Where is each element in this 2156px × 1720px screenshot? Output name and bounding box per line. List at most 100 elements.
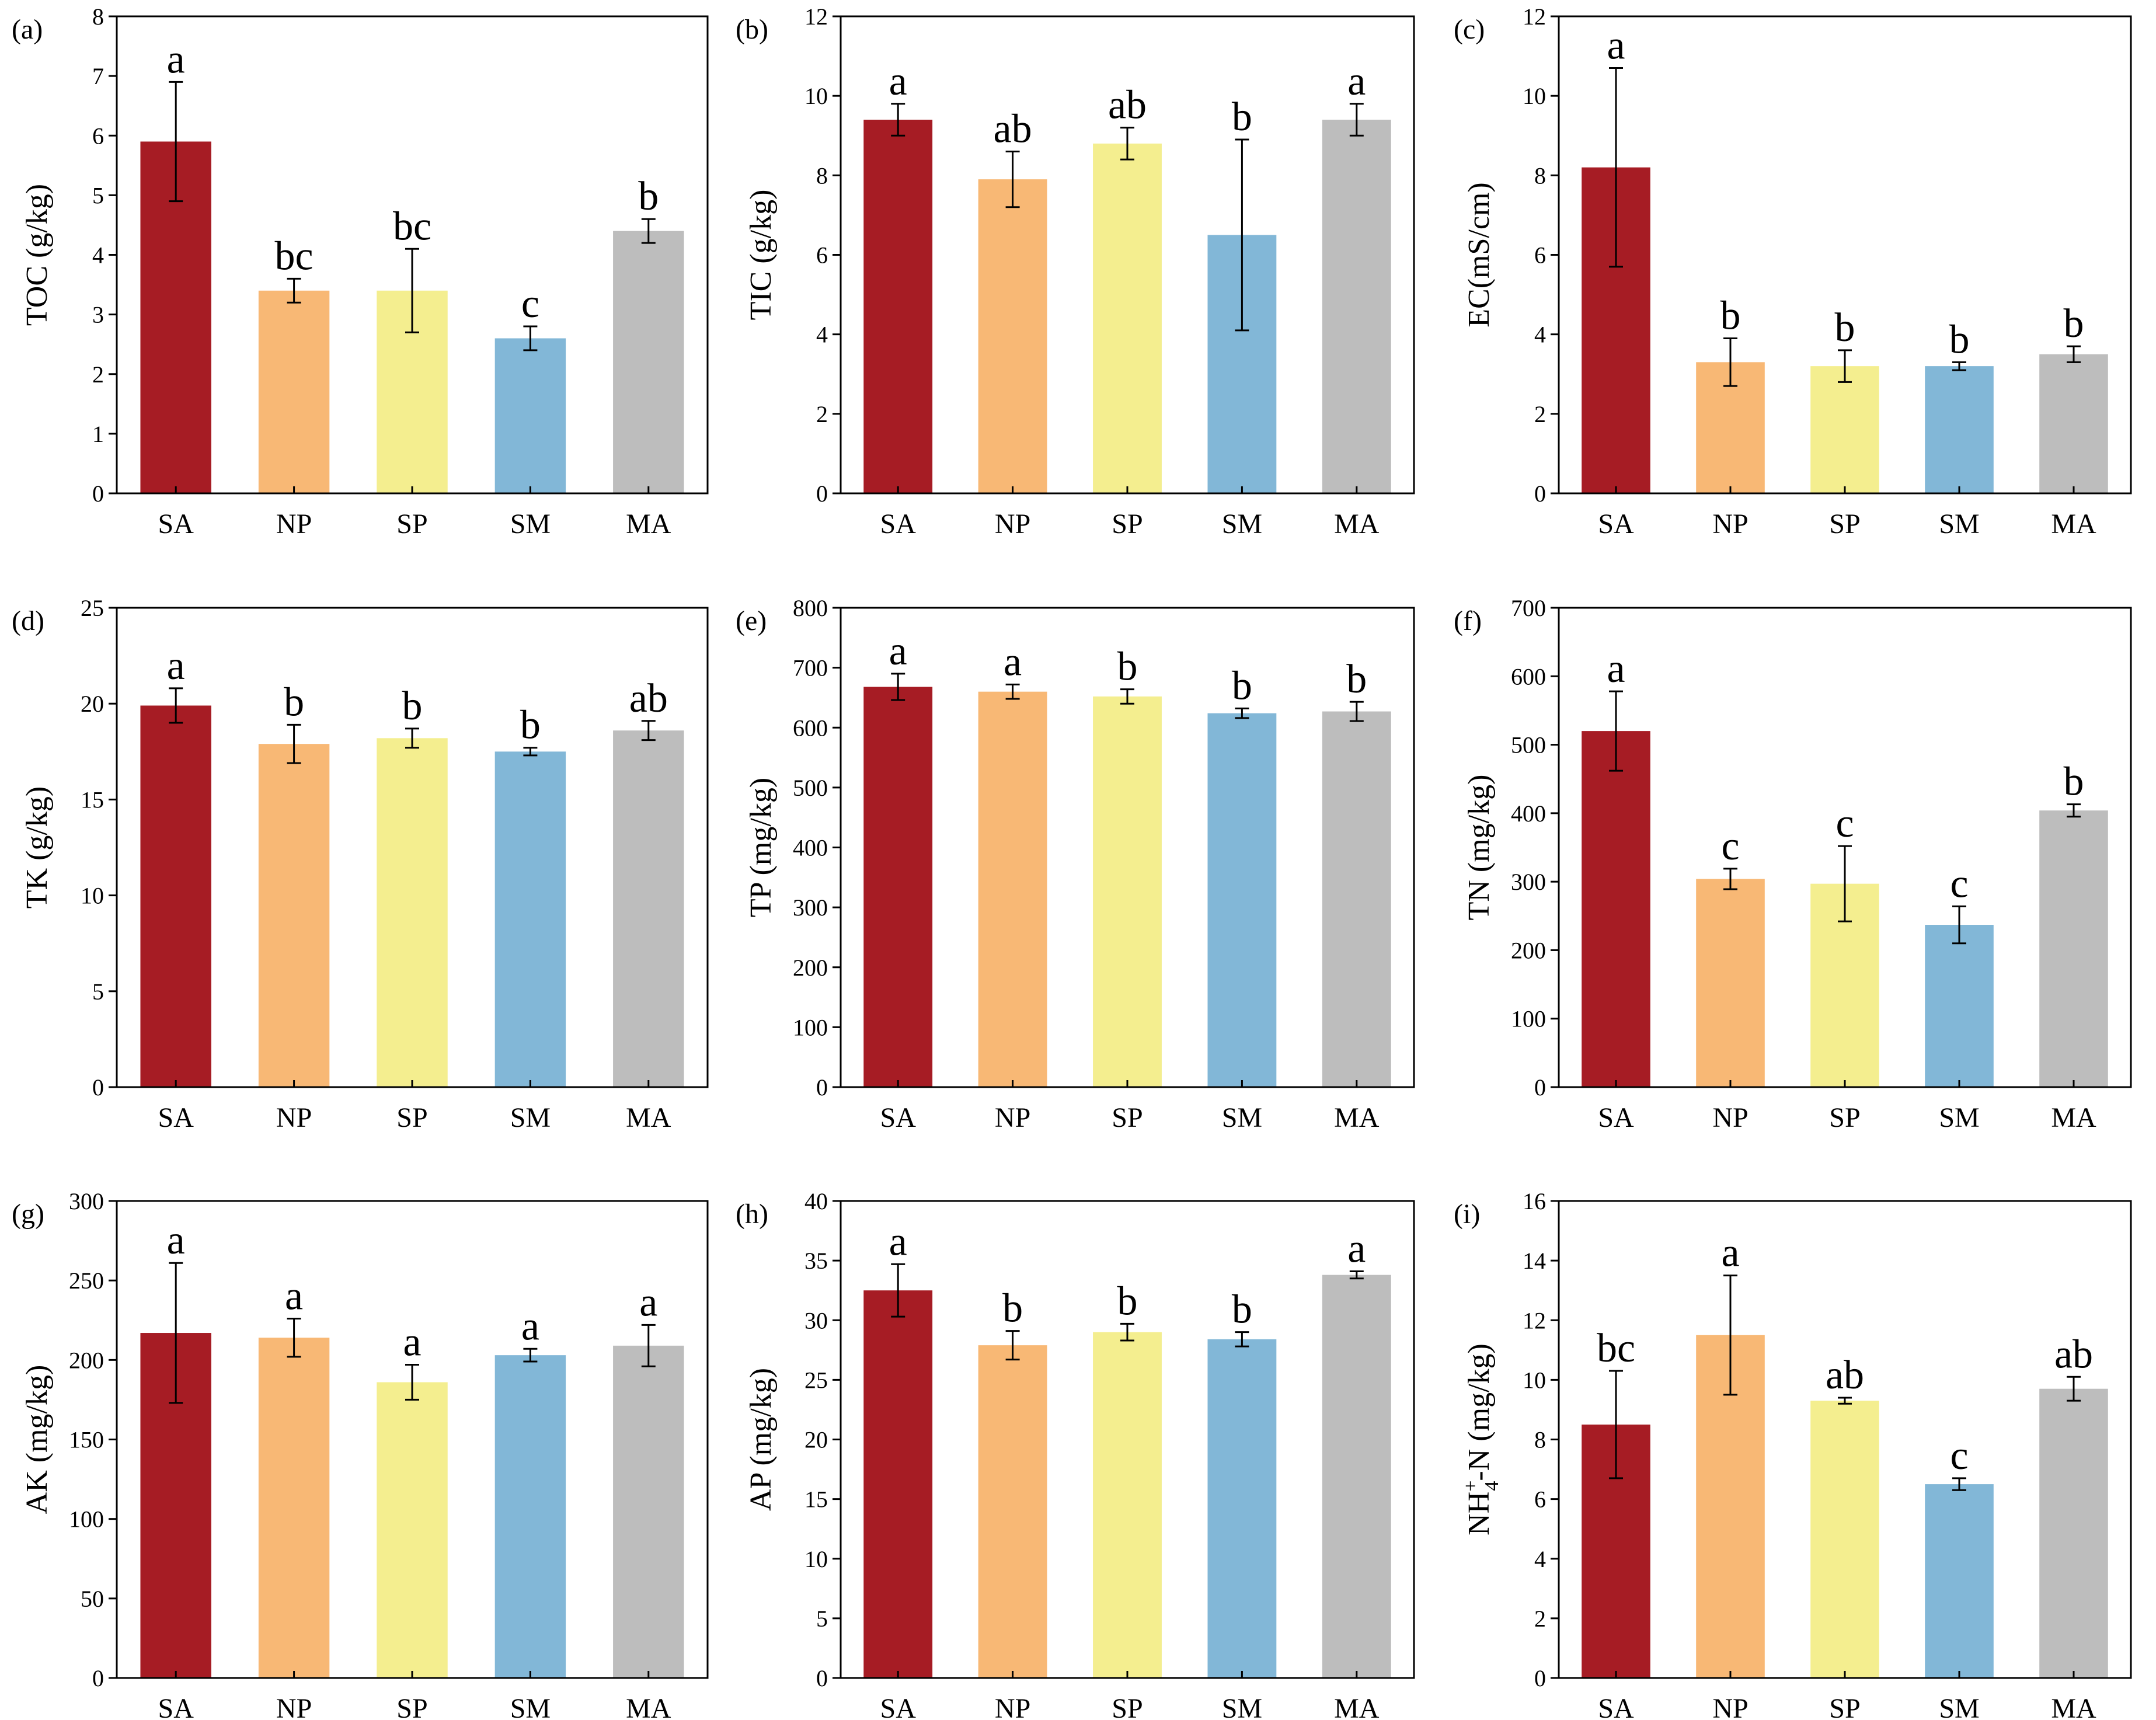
error-bar-SP — [405, 248, 419, 333]
y-axis-title: TN (mg/kg) — [1462, 775, 1496, 921]
y-tick-label: 150 — [69, 1427, 104, 1453]
y-tick-label: 8 — [92, 4, 104, 30]
y-tick-label: 12 — [804, 4, 828, 30]
bar-MA — [1322, 711, 1391, 1087]
panel-label: (c) — [1454, 14, 1485, 45]
bar-SP — [377, 738, 448, 1087]
x-tick-label-SM: SM — [1939, 1102, 1979, 1133]
panel-label: (i) — [1454, 1199, 1480, 1230]
significance-letter-MA: ab — [629, 676, 668, 721]
error-bar-MA — [2067, 803, 2081, 818]
x-tick-label-MA: MA — [626, 1102, 671, 1133]
chart-panel-d: a SA b NP b SP b SM ab MA 0 5 10 15 20 25 (d) TK (g/kg) — [12, 595, 709, 1133]
y-tick-label: 0 — [816, 481, 828, 507]
panel-label: (h) — [736, 1199, 768, 1230]
x-tick-label-SA: SA — [880, 1102, 917, 1133]
bar-SA — [863, 1290, 933, 1678]
y-tick-label: 10 — [804, 83, 828, 109]
bar-SA — [863, 687, 933, 1087]
significance-letter-NP: bc — [275, 234, 314, 278]
y-tick-label: 600 — [1511, 663, 1546, 690]
x-tick-label-MA: MA — [1334, 509, 1380, 539]
significance-letter-MA: b — [2064, 760, 2084, 805]
y-tick-label: 500 — [793, 775, 828, 801]
chart-panel-i: bc SA a NP ab SP c SM ab MA 0 2 4 6 8 10 12 14 16 (i) NH+4-N… — [1454, 1188, 2132, 1720]
y-tick-label: 0 — [1534, 1665, 1546, 1691]
y-tick-label: 300 — [69, 1188, 104, 1214]
error-bar-NP — [1005, 1330, 1020, 1361]
error-bar-NP — [1005, 683, 1020, 700]
error-bar-SA — [1609, 1370, 1623, 1479]
error-bar-SM — [1235, 1331, 1249, 1348]
plot-frame — [116, 15, 709, 495]
significance-letter-NP: b — [1720, 293, 1741, 338]
bar-MA — [613, 730, 684, 1087]
significance-letter-SM: c — [1950, 1433, 1968, 1478]
error-bar-SM — [523, 747, 538, 757]
error-bar-SA — [169, 687, 183, 724]
bar-NP — [978, 1345, 1047, 1678]
bar-SP — [1093, 696, 1162, 1087]
chart-panel-h: a SA b NP b SP b SM a MA 0 5 10 15 20 25 30 35 40 (h) AP (mg… — [736, 1188, 1415, 1720]
error-bar-SA — [169, 81, 183, 203]
error-bar-SA — [1609, 67, 1623, 268]
error-bar-NP — [287, 1318, 301, 1358]
plot-frame — [116, 607, 709, 1088]
bar-MA — [613, 231, 684, 493]
bar-NP — [1696, 879, 1765, 1087]
significance-letter-SM: b — [1949, 317, 1970, 362]
error-bar-NP — [1005, 150, 1020, 208]
plot-frame — [840, 607, 1415, 1088]
y-axis-title: NH+4-N (mg/kg) — [1460, 1343, 1503, 1536]
y-tick-label: 16 — [1523, 1188, 1546, 1214]
bar-MA — [2039, 810, 2108, 1087]
error-bar-SA — [1609, 690, 1623, 772]
x-tick-label-SM: SM — [1222, 1102, 1262, 1133]
x-tick-label-NP: NP — [995, 1102, 1030, 1133]
x-tick-label-MA: MA — [1334, 1102, 1380, 1133]
error-bar-NP — [1723, 337, 1737, 387]
x-tick-label-NP: NP — [276, 509, 312, 539]
x-tick-label-SM: SM — [1222, 1693, 1262, 1720]
y-tick-label: 8 — [1534, 1427, 1546, 1453]
error-bar-NP — [1723, 1275, 1737, 1396]
error-bar-SA — [891, 1263, 905, 1318]
x-tick-label-SM: SM — [510, 1102, 551, 1133]
significance-letter-NP: c — [1721, 824, 1739, 869]
error-bar-SM — [1952, 1477, 1966, 1491]
x-tick-label-MA: MA — [626, 1693, 671, 1720]
x-tick-label-SA: SA — [158, 1693, 194, 1720]
bar-MA — [613, 1345, 684, 1678]
error-bar-SP — [405, 1364, 419, 1401]
y-tick-label: 200 — [1511, 937, 1546, 963]
x-tick-label-SP: SP — [1829, 1102, 1860, 1133]
error-bar-MA — [1349, 1270, 1364, 1280]
x-tick-label-SM: SM — [1939, 509, 1979, 539]
bar-NP — [978, 179, 1047, 493]
bar-SM — [494, 338, 566, 493]
error-bar-MA — [1349, 103, 1364, 137]
y-tick-label: 100 — [793, 1014, 828, 1040]
significance-letter-MA: b — [638, 174, 659, 219]
y-axis-title: TP (mg/kg) — [744, 778, 778, 917]
x-tick-label-SM: SM — [510, 509, 551, 539]
error-bar-SP — [1838, 1397, 1852, 1405]
significance-letter-SA: a — [1607, 646, 1625, 691]
bar-SP — [1093, 1332, 1162, 1678]
y-tick-label: 3 — [92, 302, 104, 328]
chart-panel-a: a SA bc NP bc SP c SM b MA 0 1 2 3 4 5 6 7 8 (a) TOC (g/kg) — [12, 4, 709, 539]
error-bar-SP — [405, 727, 419, 749]
y-tick-label: 0 — [92, 1665, 104, 1691]
y-tick-label: 30 — [804, 1307, 828, 1333]
y-tick-label: 0 — [92, 1074, 104, 1101]
x-tick-label-SM: SM — [510, 1693, 551, 1720]
error-bar-SP — [1838, 845, 1852, 922]
significance-letter-SM: b — [1232, 663, 1252, 708]
error-bar-SA — [891, 103, 905, 137]
panel-label: (e) — [736, 605, 767, 636]
error-bar-SM — [1235, 707, 1249, 719]
y-tick-label: 6 — [1534, 1486, 1546, 1513]
x-tick-label-SA: SA — [880, 1693, 917, 1720]
significance-letter-NP: a — [285, 1274, 303, 1319]
y-tick-label: 0 — [1534, 481, 1546, 507]
